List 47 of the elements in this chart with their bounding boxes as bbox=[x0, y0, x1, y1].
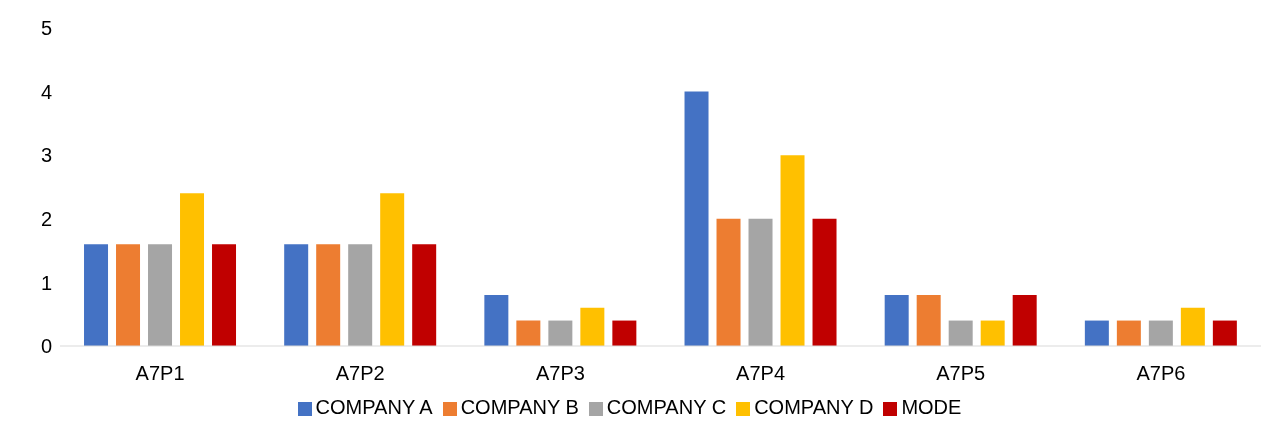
bar bbox=[716, 218, 741, 346]
bar bbox=[180, 193, 205, 346]
x-tick-label: A7P5 bbox=[936, 362, 986, 385]
bar bbox=[1012, 295, 1037, 346]
bar bbox=[780, 155, 805, 346]
bar bbox=[1116, 320, 1141, 346]
y-tick-label: 3 bbox=[40, 144, 52, 167]
bar bbox=[84, 244, 109, 346]
bar bbox=[812, 218, 837, 346]
bar bbox=[380, 193, 405, 346]
x-tick-label: A7P4 bbox=[736, 362, 786, 385]
bar bbox=[412, 244, 437, 346]
bar bbox=[1084, 320, 1109, 346]
bar bbox=[948, 320, 973, 346]
x-tick-label: A7P3 bbox=[535, 362, 585, 385]
bar bbox=[748, 218, 773, 346]
y-tick-label: 1 bbox=[40, 271, 52, 294]
bar bbox=[612, 320, 637, 346]
bar bbox=[116, 244, 141, 346]
bar bbox=[684, 91, 709, 346]
bar bbox=[348, 244, 373, 346]
bar bbox=[284, 244, 309, 346]
bar bbox=[916, 295, 941, 346]
bar bbox=[580, 307, 605, 346]
bar bbox=[1212, 320, 1237, 346]
legend-label: COMPANY C bbox=[606, 396, 727, 418]
bar bbox=[548, 320, 573, 346]
y-tick-label: 5 bbox=[40, 17, 52, 40]
bar bbox=[1180, 307, 1205, 346]
bar bbox=[1148, 320, 1173, 346]
legend-label: COMPANY B bbox=[460, 396, 579, 418]
bar bbox=[884, 295, 909, 346]
bar bbox=[148, 244, 173, 346]
y-tick-label: 0 bbox=[40, 335, 52, 358]
bar bbox=[484, 295, 509, 346]
x-tick-label: A7P2 bbox=[335, 362, 385, 385]
x-tick-label: A7P1 bbox=[135, 362, 185, 385]
bar bbox=[516, 320, 541, 346]
bar bbox=[316, 244, 341, 346]
y-tick-label: 4 bbox=[40, 80, 52, 103]
y-tick-label: 2 bbox=[40, 207, 52, 230]
legend-label: MODE bbox=[901, 396, 962, 418]
bar bbox=[980, 320, 1005, 346]
x-tick-label: A7P6 bbox=[1136, 362, 1186, 385]
legend-label: COMPANY D bbox=[754, 396, 874, 418]
legend-label: COMPANY A bbox=[315, 396, 433, 418]
bar bbox=[212, 244, 237, 346]
